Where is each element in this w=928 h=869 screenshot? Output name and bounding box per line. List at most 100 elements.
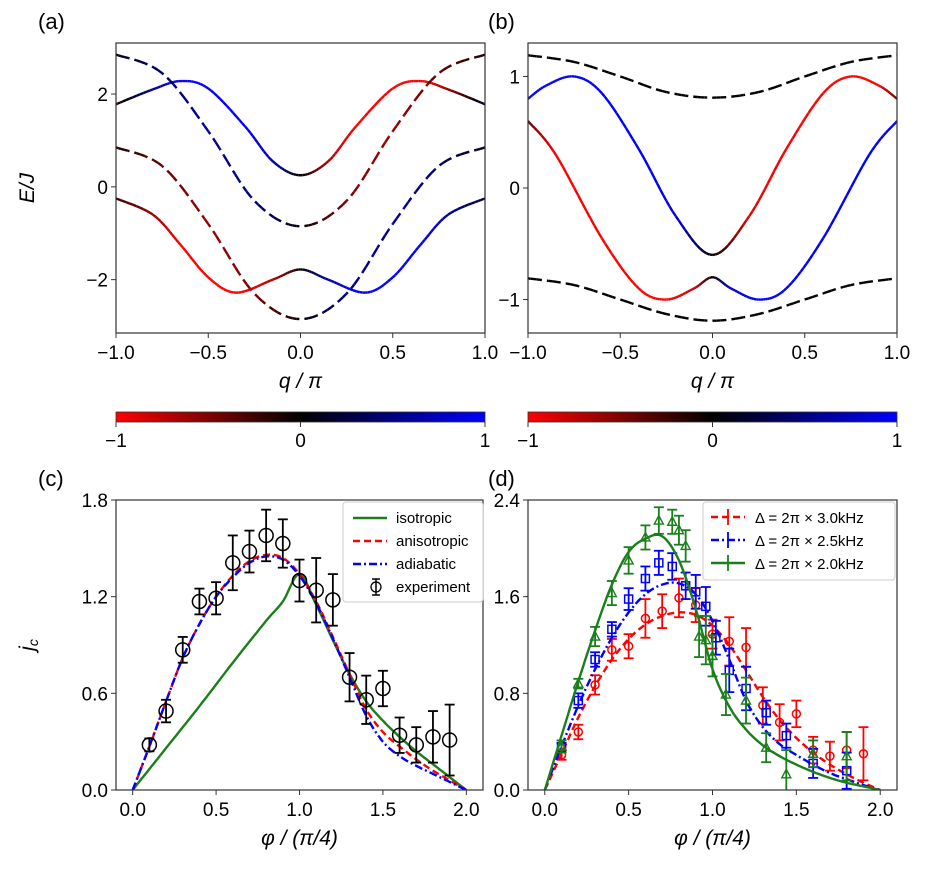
series-segment bbox=[612, 107, 618, 114]
series-segment bbox=[214, 141, 221, 150]
series-segment bbox=[822, 89, 827, 95]
series-segment bbox=[276, 164, 281, 168]
series-segment bbox=[467, 202, 473, 206]
series-segment bbox=[119, 198, 124, 203]
series-segment bbox=[246, 128, 252, 134]
series-segment bbox=[117, 147, 122, 151]
series-segment bbox=[799, 267, 805, 273]
data-point bbox=[740, 694, 752, 705]
series-segment bbox=[353, 278, 360, 286]
series-segment bbox=[195, 81, 199, 85]
axes-frame bbox=[527, 42, 898, 334]
series-segment bbox=[384, 136, 390, 144]
series-segment bbox=[528, 121, 532, 125]
series-segment bbox=[307, 223, 313, 227]
series-segment bbox=[122, 199, 127, 204]
series-segment bbox=[244, 289, 249, 293]
data-point bbox=[358, 692, 374, 708]
series-segment bbox=[222, 247, 229, 255]
series-segment bbox=[812, 71, 817, 76]
series-segment bbox=[812, 294, 817, 299]
panel-label: (d) bbox=[488, 466, 515, 491]
series-segment bbox=[782, 148, 788, 155]
series-segment bbox=[808, 72, 813, 77]
series-segment bbox=[592, 289, 598, 293]
data-point bbox=[781, 730, 792, 741]
series-segment bbox=[775, 293, 780, 297]
x-axis-label: φ / (π/4) bbox=[674, 827, 751, 850]
series-segment bbox=[396, 269, 401, 274]
series-segment bbox=[776, 159, 782, 167]
series-segment bbox=[370, 104, 376, 111]
series-segment bbox=[760, 188, 766, 196]
series-segment bbox=[677, 315, 682, 319]
series-segment bbox=[549, 81, 554, 85]
series-segment bbox=[589, 217, 596, 227]
series-segment bbox=[407, 255, 413, 260]
series-segment bbox=[342, 138, 347, 144]
series-segment bbox=[392, 85, 397, 90]
series-segment bbox=[311, 170, 315, 174]
series-segment bbox=[123, 55, 129, 60]
series-segment bbox=[352, 125, 357, 131]
series-segment bbox=[291, 269, 295, 273]
series-segment bbox=[877, 137, 882, 143]
series-segment bbox=[177, 241, 182, 246]
series-segment bbox=[589, 65, 594, 69]
series-segment bbox=[773, 294, 777, 299]
series-segment bbox=[731, 317, 736, 321]
series-segment bbox=[117, 54, 122, 58]
series-segment bbox=[658, 88, 663, 93]
panel-label: (b) bbox=[488, 9, 515, 34]
data-point bbox=[639, 530, 652, 542]
series-segment bbox=[439, 218, 444, 223]
series-segment bbox=[244, 125, 249, 131]
series-segment bbox=[214, 234, 221, 243]
series-segment bbox=[857, 75, 861, 79]
series-segment bbox=[460, 204, 466, 209]
series-segment bbox=[477, 100, 482, 104]
series-segment bbox=[412, 249, 417, 254]
series-segment bbox=[841, 194, 848, 204]
series-segment bbox=[228, 290, 232, 294]
series-segment bbox=[331, 153, 336, 158]
series-segment bbox=[360, 173, 367, 182]
series-segment bbox=[360, 266, 367, 274]
dash-gap-overlay bbox=[528, 276, 897, 323]
series-segment bbox=[885, 89, 889, 93]
series-segment bbox=[263, 280, 268, 285]
series-segment bbox=[643, 291, 647, 296]
legend-label: anisotropic bbox=[396, 533, 469, 550]
series-segment bbox=[279, 274, 284, 278]
series-segment bbox=[404, 80, 408, 84]
series-segment bbox=[318, 165, 322, 170]
series-segment bbox=[585, 286, 590, 291]
series-segment bbox=[691, 287, 695, 291]
series-segment bbox=[120, 147, 125, 151]
data-point bbox=[807, 747, 819, 758]
series-segment bbox=[782, 287, 788, 292]
series-segment bbox=[871, 81, 876, 85]
series-segment bbox=[166, 81, 170, 85]
series-segment bbox=[757, 194, 763, 202]
series-segment bbox=[751, 297, 755, 301]
series-segment bbox=[581, 202, 588, 212]
series-segment bbox=[748, 210, 754, 217]
series-segment bbox=[816, 95, 822, 101]
series-segment bbox=[841, 76, 845, 80]
series-segment bbox=[554, 153, 560, 161]
y-tick-label: 0.0 bbox=[82, 781, 108, 802]
series-segment bbox=[662, 89, 667, 94]
series-segment bbox=[159, 220, 164, 225]
series-segment bbox=[528, 96, 531, 100]
series-segment bbox=[376, 286, 381, 291]
series-segment bbox=[873, 82, 878, 86]
series-segment bbox=[405, 258, 410, 263]
series-segment bbox=[788, 137, 794, 145]
series-segment bbox=[777, 306, 783, 310]
series-segment bbox=[658, 310, 663, 315]
series-segment bbox=[164, 225, 169, 230]
series-segment bbox=[364, 167, 371, 175]
series-segment bbox=[632, 281, 637, 287]
series-segment bbox=[374, 288, 378, 292]
